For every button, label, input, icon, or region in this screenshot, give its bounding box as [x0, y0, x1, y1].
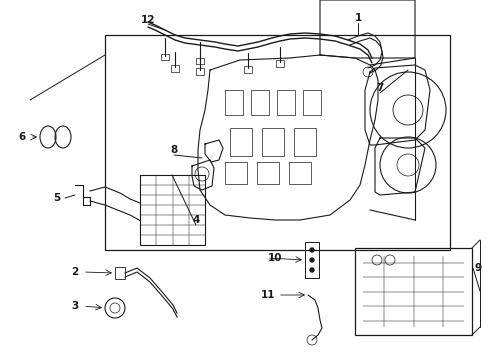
Text: 9: 9: [473, 263, 481, 273]
Bar: [275, 60, 284, 67]
Text: 8: 8: [170, 145, 177, 155]
Bar: [257, 162, 279, 184]
Text: 7: 7: [376, 83, 383, 93]
Circle shape: [309, 258, 313, 262]
Text: 5: 5: [53, 193, 61, 203]
Text: 12: 12: [141, 15, 155, 25]
Circle shape: [309, 268, 313, 272]
Text: 6: 6: [19, 132, 25, 142]
Text: 11: 11: [260, 290, 275, 300]
Text: 1: 1: [354, 13, 361, 23]
Text: 3: 3: [71, 301, 79, 311]
Bar: [305, 242, 318, 278]
Bar: [250, 90, 268, 115]
Bar: [262, 128, 284, 156]
Bar: [224, 162, 246, 184]
Bar: [229, 128, 251, 156]
Bar: [105, 35, 449, 250]
Bar: [115, 267, 125, 279]
Bar: [288, 162, 310, 184]
Bar: [276, 90, 294, 115]
Bar: [224, 90, 243, 115]
Bar: [354, 248, 471, 335]
Bar: [140, 175, 204, 245]
Bar: [171, 65, 179, 72]
Bar: [303, 90, 320, 115]
Bar: [161, 54, 169, 60]
Text: 4: 4: [192, 215, 199, 225]
Text: 2: 2: [71, 267, 79, 277]
Bar: [196, 68, 203, 75]
Circle shape: [309, 248, 313, 252]
Bar: [293, 128, 315, 156]
Bar: [244, 66, 251, 73]
Text: 10: 10: [267, 253, 282, 263]
Bar: [196, 58, 203, 64]
